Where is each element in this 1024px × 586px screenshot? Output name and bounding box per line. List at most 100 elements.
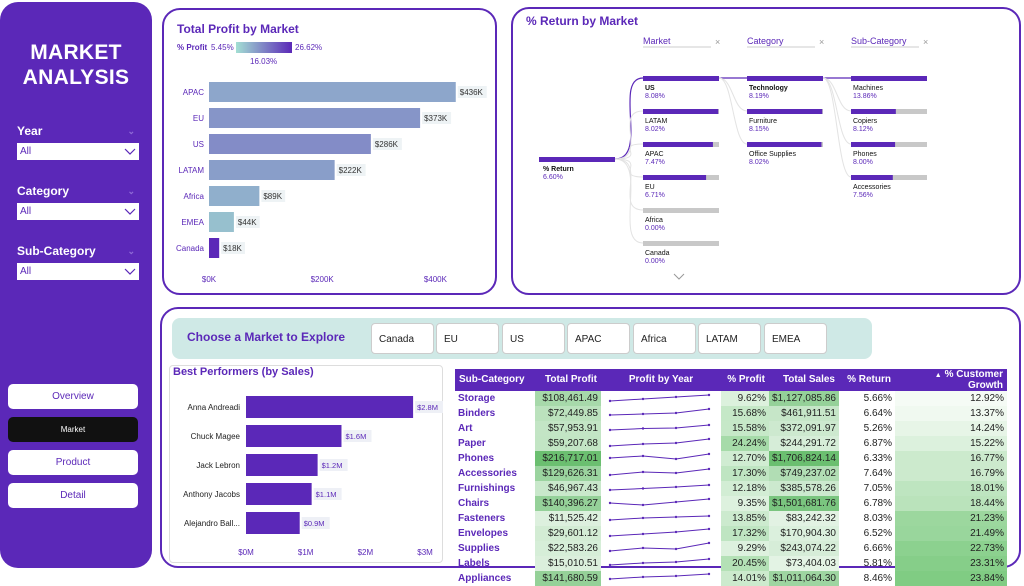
table-row[interactable]: Appliances $141,680.59 14.01% $1,011,064.30…: [455, 571, 1007, 586]
cell-profit-sparkline: [601, 571, 721, 586]
sparkline: [608, 514, 711, 522]
performer-bar[interactable]: [246, 425, 342, 447]
cell-pct-profit: 15.68%: [721, 406, 769, 421]
cell-total-sales: $170,904.30: [769, 526, 839, 541]
table-row[interactable]: Supplies $22,583.26 9.29% $243,074.22 6.66% 2…: [455, 541, 1007, 556]
cell-total-profit: $216,717.01: [535, 451, 601, 466]
subcategory-node-bar[interactable]: [851, 76, 927, 81]
table-row[interactable]: Labels $15,010.51 20.45% $73,404.03 5.81% 23.…: [455, 556, 1007, 571]
col-header-subcategory[interactable]: Sub-Category: [455, 368, 535, 391]
performer-bar[interactable]: [246, 512, 300, 534]
return-tree-title: % Return by Market: [526, 14, 639, 28]
category-dropdown[interactable]: All: [17, 203, 139, 220]
table-row[interactable]: Chairs $140,396.27 9.35% $1,501,681.76 6.78%…: [455, 496, 1007, 511]
cell-subcategory: Binders: [458, 408, 496, 419]
table-header-row: Sub-Category Total Profit Profit by Year…: [455, 368, 1007, 391]
market-us-button[interactable]: US: [502, 323, 565, 354]
subcategory-node-bar[interactable]: [851, 175, 893, 180]
market-node-bar[interactable]: [643, 109, 719, 114]
category-node-bar[interactable]: [747, 109, 823, 114]
profit-bar[interactable]: [209, 186, 260, 206]
market-eu-button[interactable]: EU: [436, 323, 499, 354]
sparkline-path: [609, 528, 710, 537]
performer-bar[interactable]: [246, 454, 318, 476]
sparkline: [608, 467, 711, 477]
performer-data-label: $2.8M: [417, 403, 438, 412]
nav-market-button[interactable]: Market: [8, 417, 138, 442]
nav-product-button[interactable]: Product: [8, 450, 138, 475]
table-row[interactable]: Art $57,953.91 15.58% $372,091.97 5.26% 14.24…: [455, 421, 1007, 436]
performer-bar[interactable]: [246, 396, 414, 418]
sparkline-point: [707, 393, 711, 397]
subcategory-node-bar[interactable]: [851, 142, 896, 147]
category-node-value: 8.19%: [749, 93, 769, 100]
profit-bar[interactable]: [209, 212, 234, 232]
data-label-bg: [343, 430, 372, 442]
tree-column-header: Market: [643, 36, 671, 46]
market-canada-button[interactable]: Canada: [371, 323, 434, 354]
market-node-bar[interactable]: [643, 175, 707, 180]
market-node-bar[interactable]: [643, 142, 713, 147]
cell-customer-growth: 16.77%: [895, 451, 1007, 466]
legend-max: 26.62%: [295, 43, 323, 52]
profit-by-market-card: Total Profit by Market % Profit 5.45% 26…: [162, 8, 497, 295]
table-row[interactable]: Envelopes $29,601.12 17.32% $170,904.30 6.52…: [455, 526, 1007, 541]
category-node-label: Furniture: [749, 118, 777, 125]
subcategory-node-value: 7.56%: [853, 192, 873, 199]
data-label-bg: [313, 488, 342, 500]
table-row[interactable]: Binders $72,449.85 15.68% $461,911.51 6.64% 1…: [455, 406, 1007, 421]
sparkline-point: [707, 423, 711, 427]
chevron-down-icon[interactable]: [673, 273, 685, 280]
sparkline: [608, 541, 711, 553]
close-icon[interactable]: ×: [715, 37, 720, 47]
col-header-total-profit[interactable]: Total Profit: [535, 368, 601, 391]
market-apac-button[interactable]: APAC: [567, 323, 630, 354]
sparkline-point: [674, 530, 678, 534]
cell-customer-growth: 21.49%: [895, 526, 1007, 541]
sparkline-point: [641, 487, 645, 490]
cell-total-sales: $372,091.97: [769, 421, 839, 436]
year-dropdown[interactable]: All: [17, 143, 139, 160]
table-row[interactable]: Accessories $129,626.31 17.30% $749,237.02 7…: [455, 466, 1007, 481]
subcategory-dropdown[interactable]: All: [17, 263, 139, 280]
market-latam-button[interactable]: LATAM: [698, 323, 761, 354]
col-header-pct-return[interactable]: % Return: [839, 368, 895, 391]
performer-bar[interactable]: [246, 483, 312, 505]
profit-bar[interactable]: [209, 160, 335, 180]
col-header-customer-growth[interactable]: ▲% Customer Growth: [895, 368, 1007, 391]
market-emea-button[interactable]: EMEA: [764, 323, 827, 354]
subcategory-node-label: Copiers: [853, 118, 878, 125]
subcategory-node-label: Machines: [853, 85, 883, 92]
root-node-bar[interactable]: [539, 157, 615, 162]
nav-overview-button[interactable]: Overview: [8, 384, 138, 409]
table-row[interactable]: Paper $59,207.68 24.24% $244,291.72 6.87% 15.…: [455, 436, 1007, 451]
category-node-bar[interactable]: [747, 76, 823, 81]
col-header-pct-profit[interactable]: % Profit: [721, 368, 769, 391]
sparkline-point: [707, 437, 711, 441]
table-row[interactable]: Storage $108,461.49 9.62% $1,127,085.86 5.66…: [455, 391, 1007, 406]
close-icon[interactable]: ×: [923, 37, 928, 47]
cell-total-sales: $385,578.26: [769, 481, 839, 496]
profit-bar[interactable]: [209, 82, 456, 102]
market-tick-label: APAC: [183, 88, 204, 97]
col-header-profit-by-year[interactable]: Profit by Year: [601, 368, 721, 391]
sparkline-point: [608, 518, 612, 522]
col-header-total-sales[interactable]: Total Sales: [769, 368, 839, 391]
table-row[interactable]: Furnishings $46,967.43 12.18% $385,578.26 7.…: [455, 481, 1007, 496]
profit-bar[interactable]: [209, 238, 220, 258]
market-node-bar-track: [643, 208, 719, 213]
profit-bar[interactable]: [209, 108, 421, 128]
sparkline-point: [641, 561, 645, 565]
market-africa-button[interactable]: Africa: [633, 323, 696, 354]
table-row[interactable]: Fasteners $11,525.42 13.85% $83,242.32 8.03%…: [455, 511, 1007, 526]
market-node-bar[interactable]: [643, 76, 719, 81]
tree-connector: [614, 110, 644, 160]
profit-data-label: $89K: [263, 192, 282, 201]
category-node-bar[interactable]: [747, 142, 822, 147]
subcategory-node-bar[interactable]: [851, 109, 896, 114]
close-icon[interactable]: ×: [819, 37, 824, 47]
table-row[interactable]: Phones $216,717.01 12.70% $1,706,824.14 6.33…: [455, 451, 1007, 466]
cell-profit-sparkline: [601, 466, 721, 481]
nav-detail-button[interactable]: Detail: [8, 483, 138, 508]
profit-bar[interactable]: [209, 134, 371, 154]
